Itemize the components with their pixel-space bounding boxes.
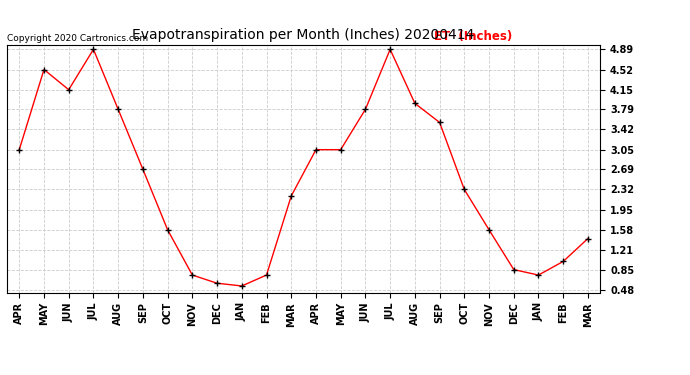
Text: Copyright 2020 Cartronics.com: Copyright 2020 Cartronics.com [7, 33, 148, 42]
Title: Evapotranspiration per Month (Inches) 20200414: Evapotranspiration per Month (Inches) 20… [132, 28, 475, 42]
Text: ET  (Inches): ET (Inches) [434, 30, 513, 42]
